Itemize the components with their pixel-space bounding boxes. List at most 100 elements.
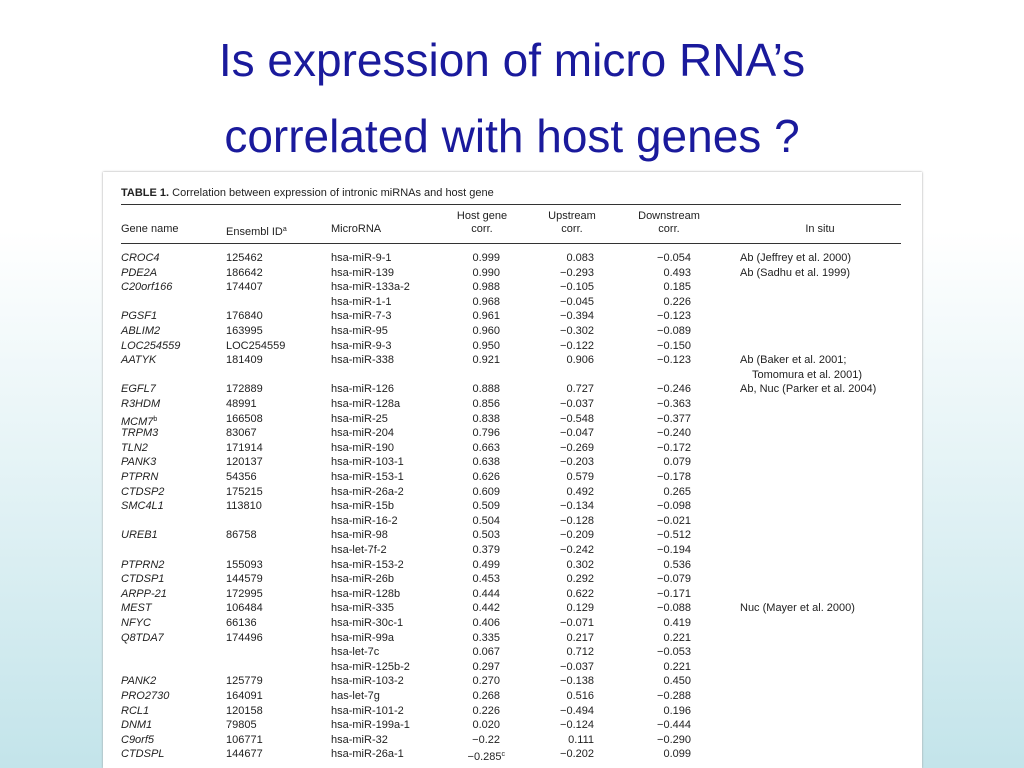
down-cell: −0.377	[657, 412, 691, 425]
down-cell: −0.512	[657, 529, 691, 542]
down-cell: 0.536	[663, 558, 691, 571]
id-cell: 66136	[226, 617, 257, 629]
host-cell: 0.499	[472, 558, 500, 571]
mirna-cell: hsa-miR-98	[331, 529, 388, 542]
down-cell: 0.196	[663, 704, 691, 717]
mirna-cell: hsa-miR-128b	[331, 587, 401, 600]
up-cell: 0.579	[566, 471, 594, 483]
id-cell: 176840	[226, 310, 263, 323]
gene-cell: CTDSP2	[121, 485, 165, 498]
gene-cell: CROC4	[121, 252, 160, 264]
id-cell: 106771	[226, 733, 263, 746]
mirna-cell: hsa-miR-7-3	[331, 310, 392, 323]
host-cell: 0.379	[472, 544, 500, 556]
down-cell: −0.246	[657, 383, 691, 396]
id-cell: 144579	[226, 573, 263, 586]
mirna-cell: hsa-miR-32	[331, 733, 388, 746]
up-cell: −0.242	[560, 544, 594, 556]
down-cell: −0.098	[657, 500, 691, 513]
id-cell: 125779	[226, 675, 263, 688]
mirna-cell: hsa-miR-16-2	[331, 514, 398, 527]
id-cell: 164091	[226, 690, 263, 702]
host-cell: 0.226	[472, 704, 500, 717]
host-cell: 0.609	[472, 485, 500, 498]
down-cell: −0.053	[657, 646, 691, 659]
mirna-cell: hsa-miR-1-1	[331, 295, 392, 308]
up-cell: 0.712	[566, 646, 594, 659]
down-cell: −0.021	[657, 514, 691, 527]
host-cell: 0.921	[472, 354, 500, 367]
down-cell: 0.419	[663, 617, 691, 629]
cell-text: MCM7	[121, 415, 154, 428]
id-cell: 181409	[226, 354, 263, 367]
id-cell: 125462	[226, 252, 263, 264]
host-cell: 0.406	[472, 617, 500, 629]
down-cell: −0.089	[657, 325, 691, 337]
host-cell: −0.285c	[468, 748, 505, 764]
mirna-cell: hsa-miR-153-1	[331, 471, 404, 483]
rule	[121, 243, 901, 244]
up-cell: −0.037	[560, 398, 594, 410]
host-cell: 0.453	[472, 573, 500, 586]
down-cell: −0.054	[657, 252, 691, 264]
gene-cell: TRPM3	[121, 427, 159, 440]
down-cell: −0.171	[657, 587, 691, 600]
down-cell: −0.444	[657, 719, 691, 732]
header-text: Host gene	[456, 210, 508, 222]
gene-cell: NFYC	[121, 617, 151, 629]
mirna-cell: hsa-miR-103-1	[331, 456, 404, 469]
cell-text: −0.285	[467, 751, 502, 764]
header-text: Gene name	[121, 223, 179, 235]
up-cell: −0.203	[560, 456, 594, 469]
header-cell: Downstream	[609, 210, 729, 223]
host-cell: 0.270	[472, 675, 500, 688]
host-cell: 0.626	[472, 471, 500, 483]
host-cell: 0.268	[472, 690, 500, 702]
id-cell: 166508	[226, 412, 263, 425]
table-caption: TABLE 1. Correlation between expression …	[121, 187, 494, 200]
mirna-cell: hsa-miR-95	[331, 325, 388, 337]
host-cell: −0.22	[472, 733, 500, 746]
gene-cell: MEST	[121, 602, 152, 615]
id-cell: 163995	[226, 325, 263, 337]
footnote-mark: b	[153, 415, 158, 423]
gene-cell: LOC254559	[121, 339, 181, 352]
gene-cell: C9orf5	[121, 733, 155, 746]
down-cell: 0.221	[663, 660, 691, 673]
host-cell: 0.509	[472, 500, 500, 513]
host-cell: 0.838	[472, 412, 500, 425]
id-cell: LOC254559	[226, 339, 286, 352]
gene-cell: Q8TDA7	[121, 631, 164, 644]
gene-cell: PANK2	[121, 675, 157, 688]
id-cell: 172889	[226, 383, 263, 396]
id-cell: 172995	[226, 587, 263, 600]
mirna-cell: hsa-miR-128a	[331, 398, 401, 410]
host-cell: 0.297	[472, 660, 500, 673]
insitu-cell: Ab (Baker et al. 2001;	[740, 354, 847, 367]
up-cell: −0.037	[560, 660, 594, 673]
up-cell: 0.622	[566, 587, 594, 600]
down-cell: 0.450	[663, 675, 691, 688]
down-cell: −0.363	[657, 398, 691, 410]
header-text: Ensembl ID	[226, 226, 283, 238]
up-cell: −0.394	[560, 310, 594, 323]
host-cell: 0.888	[472, 383, 500, 396]
header-text: MicroRNA	[331, 223, 382, 235]
table-label: TABLE 1.	[121, 187, 170, 199]
gene-cell: TLN2	[121, 441, 148, 454]
up-cell: 0.292	[566, 573, 594, 586]
mirna-cell: hsa-miR-199a-1	[331, 719, 410, 732]
id-cell: 174496	[226, 631, 263, 644]
down-cell: −0.172	[657, 441, 691, 454]
id-cell: 171914	[226, 441, 263, 454]
up-cell: 0.906	[566, 354, 594, 367]
down-cell: −0.194	[657, 544, 691, 556]
gene-cell: PTPRN	[121, 471, 159, 483]
mirna-cell: hsa-miR-335	[331, 602, 394, 615]
up-cell: −0.124	[560, 719, 594, 732]
id-cell: 113810	[226, 500, 262, 513]
mirna-cell: hsa-miR-204	[331, 427, 394, 440]
down-cell: −0.123	[657, 310, 691, 323]
up-cell: 0.129	[566, 602, 594, 615]
